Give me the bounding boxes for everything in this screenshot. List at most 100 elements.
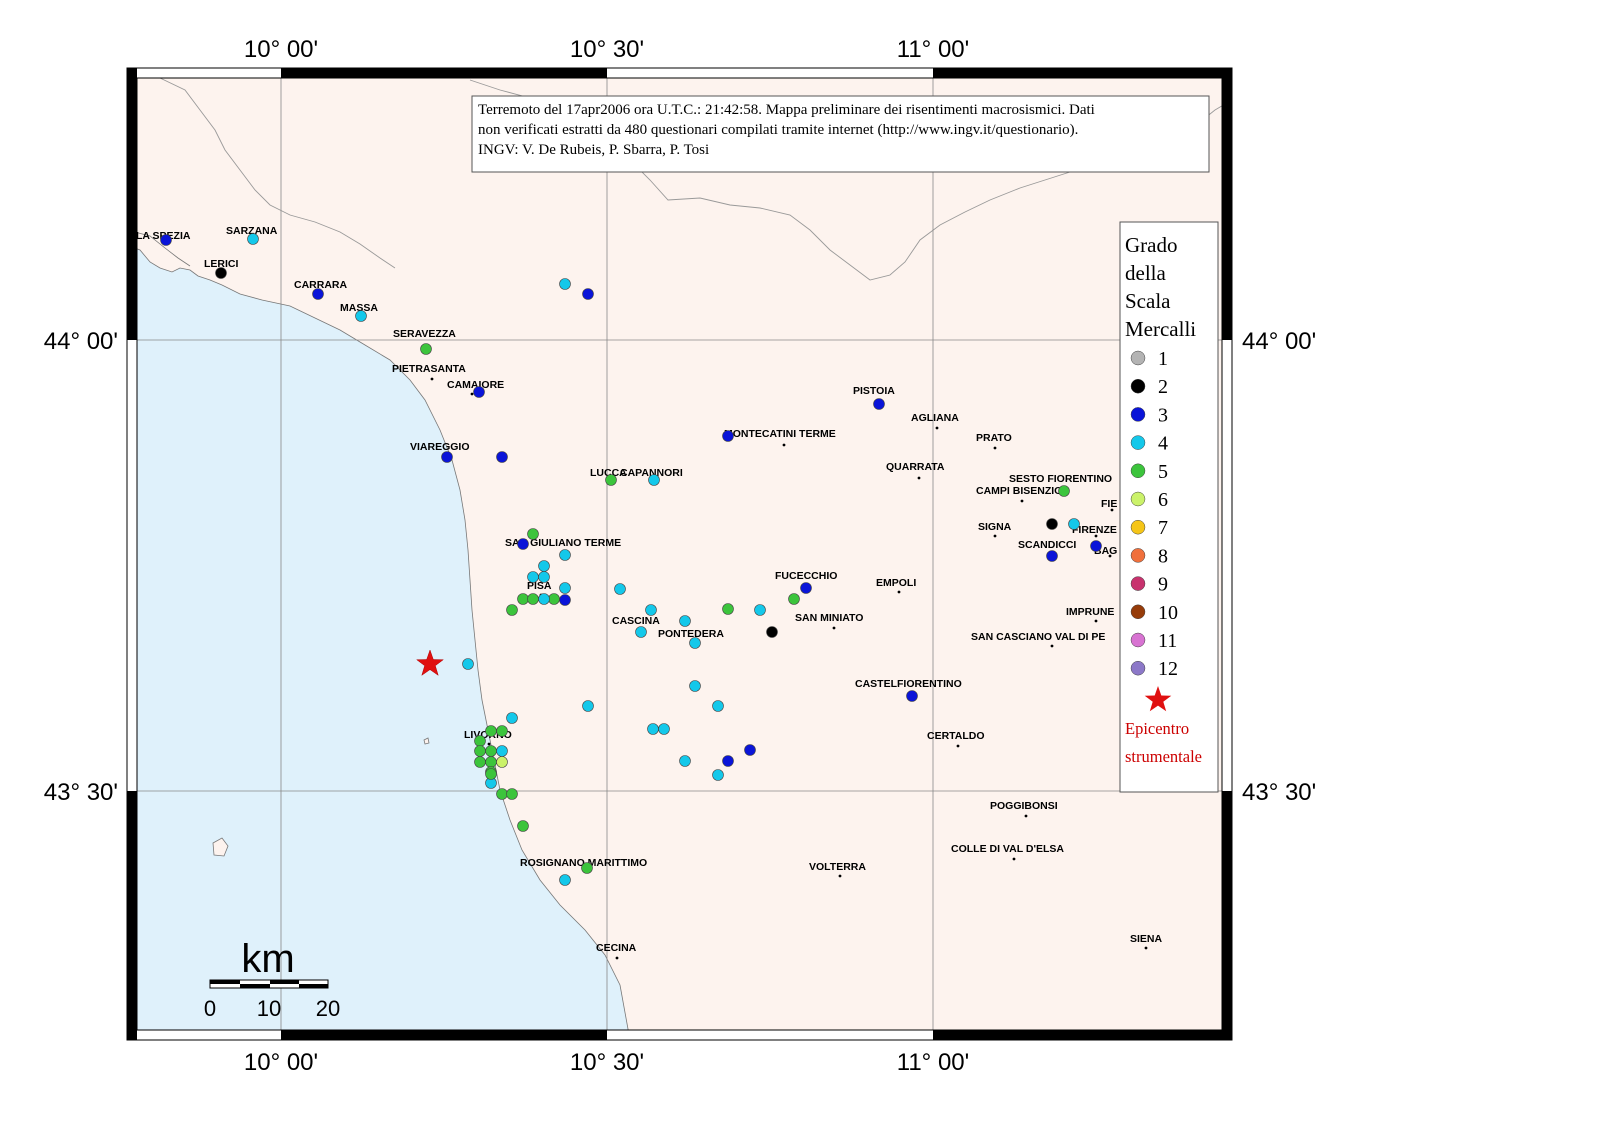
town-label: QUARRATA	[886, 461, 945, 473]
observation-point-grade-4	[689, 680, 701, 692]
observations-layer	[160, 233, 1102, 886]
town-dot	[615, 956, 619, 960]
legend-grade-label: 2	[1158, 376, 1168, 398]
scale-tick-20: 20	[316, 996, 340, 1021]
town-label: CAMAIORE	[447, 379, 504, 391]
observation-point-grade-4	[496, 745, 508, 757]
town-label: CAMPI BISENZIO	[976, 485, 1062, 497]
town-label: SARZANA	[226, 225, 278, 237]
observation-point-grade-3	[873, 398, 885, 410]
observation-point-grade-5	[527, 593, 539, 605]
town-label: VIAREGGIO	[410, 441, 470, 453]
observation-point-grade-3	[1046, 550, 1058, 562]
graticule	[127, 68, 1232, 1040]
town-dot	[993, 446, 997, 450]
legend-title-line-2: della	[1125, 261, 1166, 285]
legend-grade-swatch	[1130, 519, 1146, 535]
legend-grade-swatch	[1130, 463, 1146, 479]
legend-title-line-1: Grado	[1125, 233, 1177, 257]
town-label: LERICI	[204, 258, 239, 270]
legend-grade-swatch	[1130, 407, 1146, 422]
town-dot	[1144, 946, 1148, 950]
observation-point-grade-5	[506, 604, 518, 616]
legend-grade-swatch	[1130, 435, 1146, 450]
town-label: CASTELFIORENTINO	[855, 678, 962, 690]
observation-point-grade-4	[635, 626, 647, 638]
town-dot	[1094, 619, 1098, 623]
lon-label-bottom-1: 10° 00'	[244, 1049, 318, 1076]
legend: Grado della Scala Mercalli 1234567891011…	[1119, 221, 1219, 793]
legend-epicenter-star	[1144, 686, 1172, 712]
observation-point-grade-5	[506, 788, 518, 800]
coast-detail	[126, 229, 191, 267]
observation-point-grade-5	[496, 725, 508, 737]
town-label: COLLE DI VAL D'ELSA	[951, 843, 1064, 855]
town-dot	[782, 443, 786, 447]
legend-grade-label: 8	[1158, 545, 1168, 567]
town-label: CAPANNORI	[620, 467, 683, 479]
observation-point-grade-2	[1046, 518, 1058, 530]
town-dot	[935, 426, 939, 430]
observation-point-grade-5	[485, 725, 497, 737]
observation-point-grade-3	[496, 451, 508, 463]
town-label: SESTO FIORENTINO	[1009, 473, 1112, 485]
observation-point-grade-3	[906, 690, 918, 702]
town-label: LUCCA	[590, 467, 627, 479]
town-label: PRATO	[976, 432, 1012, 444]
legend-grade-swatch	[1130, 548, 1146, 563]
town-dot	[1012, 857, 1016, 861]
observation-point-grade-4	[538, 593, 550, 605]
lon-label-top-1: 10° 00'	[244, 36, 318, 63]
legend-grade-label: 3	[1158, 404, 1168, 426]
town-label: EMPOLI	[876, 577, 916, 589]
observation-point-grade-4	[538, 560, 550, 572]
observation-point-grade-4	[754, 604, 766, 616]
lon-label-top-2: 10° 30'	[570, 36, 644, 63]
observation-point-grade-3	[1090, 540, 1102, 552]
observation-point-grade-4	[559, 582, 571, 594]
observation-point-grade-5	[474, 756, 486, 768]
map-frame	[126, 67, 1233, 1041]
legend-grade-swatch	[1130, 632, 1146, 648]
observation-point-grade-3	[582, 288, 594, 300]
town-dot	[1108, 554, 1112, 558]
town-label: PISTOIA	[853, 385, 895, 397]
observation-point-grade-3	[517, 538, 529, 550]
town-dot	[1020, 499, 1024, 503]
observation-point-grade-5	[788, 593, 800, 605]
observation-point-grade-5	[474, 735, 486, 747]
observation-point-grade-5	[1058, 485, 1070, 497]
observation-point-grade-4	[679, 755, 691, 767]
legend-grade-swatch	[1130, 378, 1146, 394]
observation-point-grade-4	[506, 712, 518, 724]
regional-border	[159, 77, 396, 269]
observation-point-grade-5	[517, 593, 529, 605]
legend-epicenter-line-1: Epicentro	[1125, 719, 1189, 738]
town-dot	[1050, 644, 1054, 648]
island	[212, 837, 229, 857]
town-dot	[430, 377, 434, 381]
town-dot	[956, 744, 960, 748]
town-label: PIETRASANTA	[392, 363, 466, 375]
observation-point-grade-5	[548, 593, 560, 605]
lon-label-top-3: 11° 00'	[897, 36, 969, 63]
observation-point-grade-3	[312, 288, 324, 300]
observation-point-grade-4	[582, 700, 594, 712]
observation-point-grade-5	[527, 528, 539, 540]
observation-point-grade-5	[517, 820, 529, 832]
lon-label-bottom-3: 11° 00'	[897, 1049, 969, 1076]
observation-point-grade-5	[485, 756, 497, 768]
town-label: SERAVEZZA	[393, 328, 456, 340]
legend-grade-swatch	[1130, 350, 1146, 366]
observation-point-grade-4	[712, 769, 724, 781]
observation-point-grade-3	[559, 594, 571, 606]
island	[423, 737, 430, 745]
town-label: IMPRUNE	[1066, 606, 1114, 618]
observation-point-grade-3	[722, 430, 734, 442]
town-label: AGLIANA	[911, 412, 959, 424]
observation-point-grade-5	[581, 862, 593, 874]
town-dot	[470, 392, 474, 396]
observation-point-grade-4	[462, 658, 474, 670]
observation-point-grade-5	[420, 343, 432, 355]
